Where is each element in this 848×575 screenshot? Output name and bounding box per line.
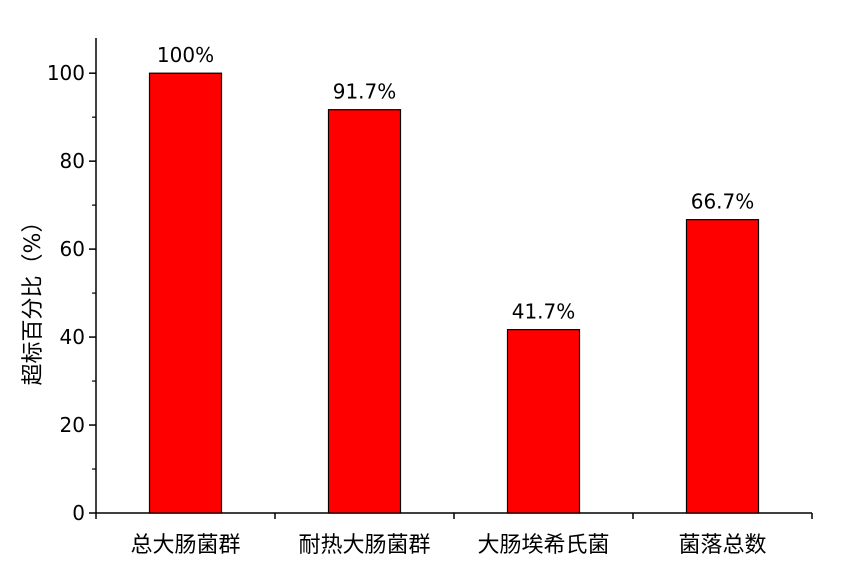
y-axis-label: 超标百分比（%） <box>21 211 46 386</box>
bar <box>685 219 760 514</box>
bar <box>148 72 223 514</box>
y-tick-label: 20 <box>60 413 85 437</box>
data-label: 66.7% <box>691 190 755 214</box>
x-category-label: 总大肠菌群 <box>130 533 240 558</box>
data-label: 100% <box>157 43 214 67</box>
x-category-label: 菌落总数 <box>678 533 766 558</box>
x-category-label: 耐热大肠菌群 <box>298 533 430 558</box>
x-category-label: 大肠埃希氏菌 <box>477 533 609 558</box>
y-tick-label: 40 <box>60 325 85 349</box>
y-tick-label: 100 <box>47 61 85 85</box>
y-tick-label: 80 <box>60 149 85 173</box>
y-tick-label: 0 <box>72 501 85 525</box>
bar <box>327 109 402 514</box>
data-label: 41.7% <box>512 300 576 324</box>
data-label: 91.7% <box>333 80 397 104</box>
bar <box>506 328 581 514</box>
y-tick-label: 60 <box>60 237 85 261</box>
